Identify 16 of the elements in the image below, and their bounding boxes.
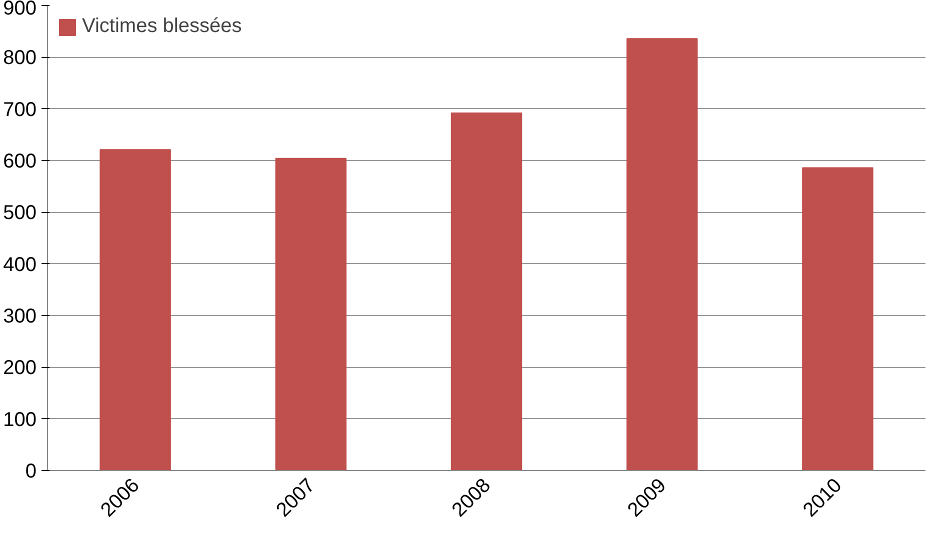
y-tick-label: 100 — [3, 408, 37, 431]
legend-label: Victimes blessées — [82, 15, 242, 38]
y-tick-label: 200 — [3, 357, 37, 380]
bar — [450, 112, 522, 470]
y-tick-label: 400 — [3, 254, 37, 276]
bar — [802, 167, 874, 470]
bar — [275, 158, 347, 470]
y-tick-label: 900 — [3, 0, 37, 20]
y-tick-label: 600 — [3, 150, 37, 172]
y-tick-label: 500 — [3, 202, 37, 224]
y-tick-label: 700 — [3, 98, 37, 121]
y-tick-label: 300 — [3, 306, 37, 328]
bar — [100, 149, 171, 470]
bar — [626, 38, 698, 470]
y-tick-label: 800 — [3, 47, 37, 70]
y-tick-label: 0 — [25, 460, 36, 482]
